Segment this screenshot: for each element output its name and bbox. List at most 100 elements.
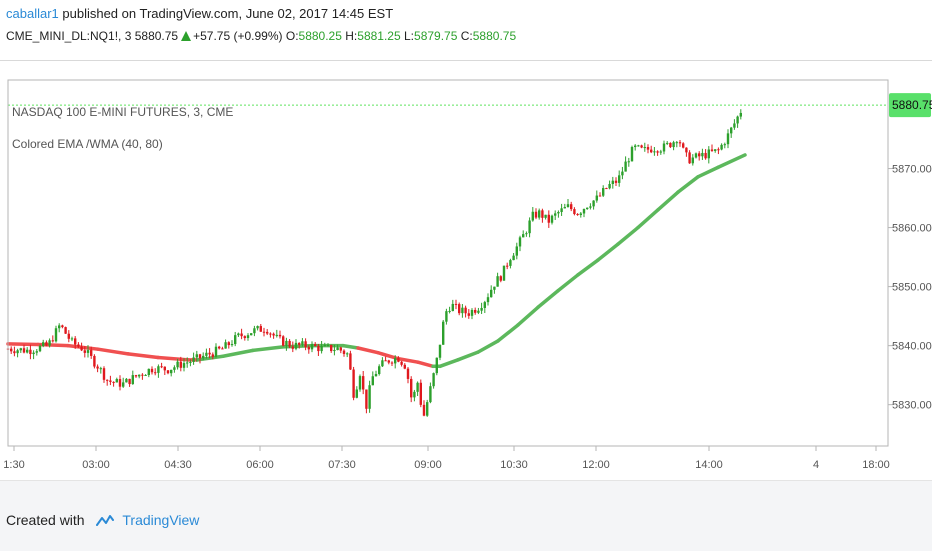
candle-body	[278, 334, 282, 337]
candle-body	[701, 152, 704, 157]
ema-segment	[416, 360, 435, 369]
last-price-tag: 5880.75	[892, 98, 932, 112]
ema-segment	[376, 350, 400, 361]
candle-body	[544, 214, 547, 218]
candle-body	[480, 307, 483, 311]
candle-body	[426, 402, 429, 416]
open-label: O:	[285, 29, 299, 43]
candle-body	[38, 345, 42, 352]
candle-body	[528, 220, 531, 234]
candle-body	[214, 346, 218, 357]
candle-body	[74, 338, 77, 345]
candle-body	[314, 344, 317, 347]
candle-body	[605, 188, 608, 190]
candle-body	[493, 286, 496, 290]
candle-body	[349, 353, 352, 370]
candle-body	[54, 328, 58, 342]
ema-segment	[356, 346, 380, 355]
candle-body	[678, 142, 682, 144]
candle-body	[630, 147, 634, 162]
candle-body	[634, 145, 637, 148]
candle-body	[352, 369, 355, 398]
candle-body	[317, 346, 320, 352]
candle-body	[688, 152, 691, 164]
candle-body	[390, 362, 394, 364]
ema-segment	[196, 354, 225, 362]
candle-body	[35, 351, 38, 353]
candle-body	[467, 313, 470, 316]
candle-body	[496, 276, 499, 287]
candle-body	[685, 147, 688, 153]
candle-body	[627, 161, 630, 163]
last-price: 5880.75	[134, 29, 179, 43]
ema-segment	[556, 273, 580, 293]
close-value: 5880.75	[472, 29, 517, 43]
candle-body	[403, 364, 406, 369]
candle-body	[70, 338, 74, 340]
candle-body	[614, 180, 618, 183]
ema-segment	[456, 350, 480, 362]
change-value: +57.75 (+0.99%)	[193, 29, 283, 43]
candle-body	[170, 369, 173, 374]
time-tick-label: 14:00	[695, 459, 723, 471]
ema-segment	[516, 305, 540, 327]
candle-body	[77, 344, 80, 347]
symbol-label: CME_MINI_DL:NQ1!, 3	[6, 29, 132, 43]
up-arrow-icon	[181, 31, 192, 41]
candle-body	[166, 370, 170, 374]
candle-body	[502, 265, 506, 281]
candle-body	[554, 213, 557, 216]
candle-body	[410, 378, 413, 398]
candle-body	[387, 360, 390, 363]
candle-body	[310, 344, 314, 350]
candle-body	[150, 368, 154, 373]
candle-body	[144, 375, 147, 377]
ema-segment	[438, 358, 460, 369]
candle-body	[669, 142, 672, 148]
candle-body	[413, 391, 416, 398]
candle-body	[374, 374, 378, 377]
high-value: 5881.25	[357, 29, 401, 43]
candle-body	[518, 237, 522, 247]
candle-body	[237, 333, 240, 336]
candle-body	[550, 215, 554, 223]
candle-body	[227, 342, 230, 346]
candle-body	[51, 340, 54, 342]
candle-body	[704, 152, 707, 159]
indicator-title: Colored EMA /WMA (40, 80)	[12, 137, 163, 151]
candle-body	[445, 311, 448, 322]
candle-body	[435, 357, 438, 374]
author-link[interactable]: caballar1	[6, 6, 59, 21]
candle-body	[381, 360, 384, 367]
ema-segment	[341, 343, 360, 350]
candle-body	[83, 350, 86, 353]
candle-body	[646, 147, 650, 150]
candle-body	[400, 361, 403, 365]
candle-body	[342, 350, 346, 354]
candle-body	[448, 310, 451, 312]
quote-bar: CME_MINI_DL:NQ1!, 3 5880.75 +57.75 (+0.99…	[6, 27, 516, 45]
candle-body	[512, 255, 515, 261]
candle-body	[112, 381, 115, 383]
candle-body	[563, 207, 566, 209]
candle-body	[643, 147, 646, 149]
candle-body	[102, 368, 106, 380]
candle-body	[218, 346, 221, 349]
candle-body	[96, 366, 99, 369]
ema-segment	[596, 242, 620, 262]
ema-segment	[96, 347, 130, 356]
time-tick-label: 09:00	[414, 459, 442, 471]
candle-body	[285, 340, 288, 346]
candle-body	[611, 180, 614, 185]
candle-body	[192, 357, 195, 362]
last-price-box	[889, 93, 931, 118]
candle-body	[355, 389, 358, 398]
tradingview-brand[interactable]: TradingView	[122, 512, 200, 528]
candle-body	[182, 363, 186, 368]
price-chart[interactable]: 5830.00 5840.00 5850.00 5860.00 5870.00 1:30…	[0, 60, 932, 480]
candle-body	[547, 214, 550, 223]
candle-body	[323, 345, 326, 347]
candle-body	[48, 340, 51, 346]
candle-body	[656, 151, 659, 153]
candle-body	[557, 212, 560, 214]
